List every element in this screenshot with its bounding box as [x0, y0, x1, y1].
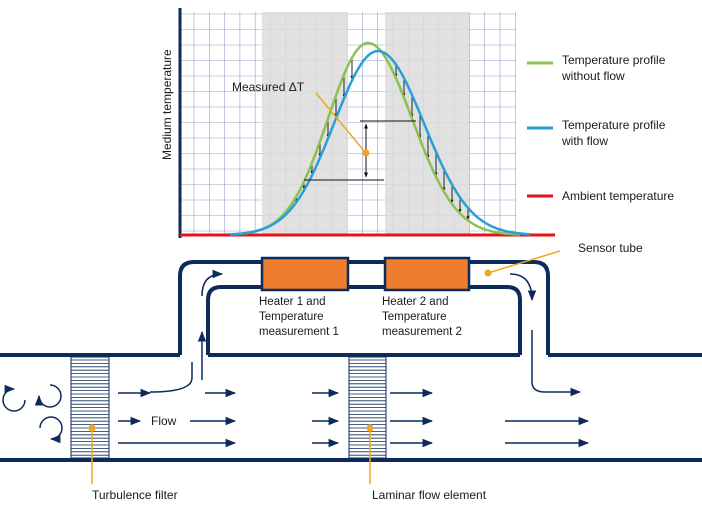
delta-t-measurement: [304, 92, 416, 181]
legend-label-without-flow-1: Temperature profile: [562, 53, 666, 67]
pipe-system: [0, 260, 702, 462]
flow-label: Flow: [151, 414, 177, 428]
legend: Temperature profile without flow Tempera…: [527, 53, 674, 203]
turbulence-filter-label: Turbulence filter: [92, 488, 178, 502]
heater2-label-line2: Temperature: [382, 311, 447, 323]
sensor-tube-callout: [484, 250, 561, 277]
turbulence-filter: [70, 356, 110, 459]
curve-with-flow: [229, 49, 531, 236]
sensor-tube-outer: [178, 260, 550, 355]
main-flow-turn-up: [149, 362, 193, 393]
heater1-label-line3: measurement 1: [259, 326, 339, 338]
delta-t-label: Measured ΔT: [232, 80, 305, 94]
legend-label-without-flow-2: without flow: [561, 69, 625, 83]
turbulence-swirls: [2, 384, 63, 444]
laminar-flow-element: [348, 356, 387, 459]
heater2-label-line1: Heater 2 and: [382, 296, 449, 308]
sensor-tube-label: Sensor tube: [578, 241, 643, 255]
sensor-flow-arrow-right: [509, 273, 537, 302]
heater1-label-line1: Heater 1 and: [259, 296, 326, 308]
main-flow-arrows: [118, 388, 590, 448]
heater2-shade: [385, 12, 469, 234]
heater1-label-line2: Temperature: [259, 311, 324, 323]
turbulence-filter-callout: [88, 424, 96, 484]
sensor-flow-arrow-down-right: [531, 330, 582, 397]
legend-label-with-flow-2: with flow: [561, 134, 608, 148]
legend-label-ambient: Ambient temperature: [562, 189, 674, 203]
heater2-label-line3: measurement 2: [382, 326, 462, 338]
legend-label-with-flow-1: Temperature profile: [562, 118, 666, 132]
sensor-flow-arrow-left: [201, 269, 224, 297]
heater-2: [383, 256, 471, 292]
laminar-flow-element-callout: [366, 424, 374, 484]
y-axis-label: Medium temperature: [160, 49, 174, 160]
heater-1: [260, 256, 350, 292]
sensor-tube-inner: [206, 285, 522, 355]
laminar-flow-element-label: Laminar flow element: [372, 488, 487, 502]
